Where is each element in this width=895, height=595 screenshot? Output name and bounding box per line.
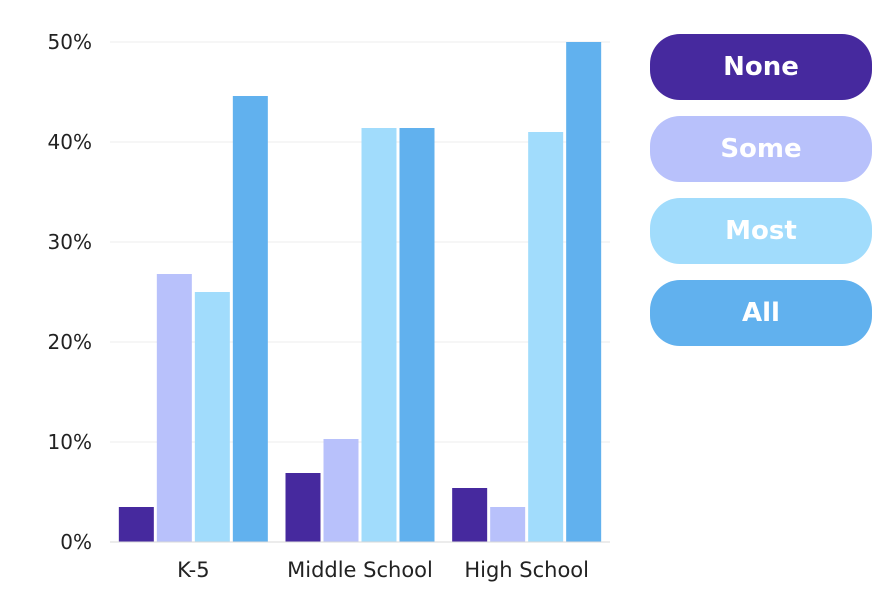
bar-none-high-school	[452, 488, 488, 542]
legend: None Some Most All	[650, 34, 872, 362]
y-axis-ticks: 0% 10% 20% 30% 40% 50%	[48, 30, 92, 554]
legend-item-some: Some	[650, 116, 872, 182]
bar-all-middle-school	[399, 128, 435, 542]
bar-some-k-5	[156, 274, 192, 542]
bar-none-middle-school	[285, 473, 321, 542]
x-axis-labels: K-5 Middle School High School	[177, 558, 589, 582]
x-category-label: High School	[464, 558, 589, 582]
bar-some-middle-school	[323, 439, 359, 542]
bars	[118, 42, 602, 542]
bar-some-high-school	[490, 507, 526, 542]
x-category-label: K-5	[177, 558, 210, 582]
bar-all-k-5	[232, 96, 268, 542]
gridlines	[110, 41, 610, 443]
y-tick-label: 50%	[48, 30, 92, 54]
y-tick-label: 0%	[60, 530, 92, 554]
bar-none-k-5	[118, 507, 154, 542]
legend-item-none: None	[650, 34, 872, 100]
y-tick-label: 10%	[48, 430, 92, 454]
y-tick-label: 20%	[48, 330, 92, 354]
bar-all-high-school	[566, 42, 602, 542]
bar-most-high-school	[528, 132, 564, 542]
y-tick-label: 30%	[48, 230, 92, 254]
bar-chart: 0% 10% 20% 30% 40% 50% K-5 Middle School High S…	[48, 30, 610, 582]
x-category-label: Middle School	[287, 558, 433, 582]
legend-item-all: All	[650, 280, 872, 346]
y-tick-label: 40%	[48, 130, 92, 154]
legend-item-most: Most	[650, 198, 872, 264]
bar-most-k-5	[194, 292, 230, 542]
bar-most-middle-school	[361, 128, 397, 542]
